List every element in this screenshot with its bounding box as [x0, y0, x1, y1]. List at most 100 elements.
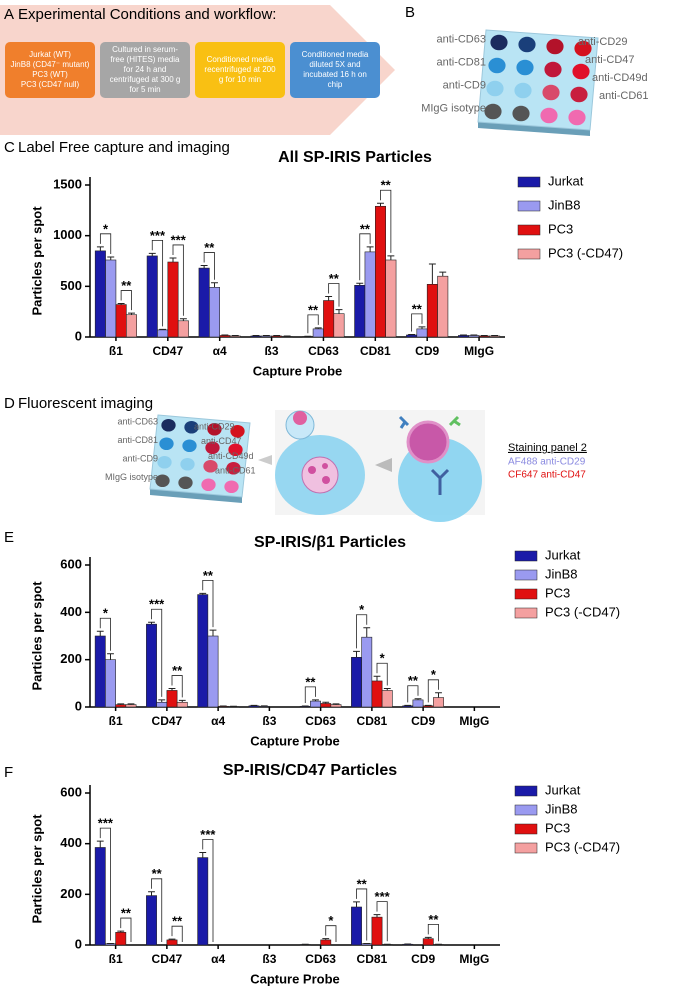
y-axis-label: Particles per spot	[29, 581, 44, 691]
error-bar	[356, 282, 364, 286]
chip-spot	[516, 59, 534, 76]
probe-label: anti-CD81	[117, 435, 158, 445]
significance-bracket	[99, 617, 111, 651]
bar	[402, 705, 414, 708]
significance-bracket	[328, 283, 340, 307]
chip-spot	[205, 441, 220, 455]
legend-swatch	[517, 248, 541, 260]
panel-title: Experimental Conditions and workflow:	[18, 6, 276, 23]
significance-bracket	[376, 662, 388, 686]
x-tick-label: ß1	[109, 344, 123, 358]
y-tick-label: 1000	[53, 227, 82, 242]
y-tick-label: 600	[60, 784, 82, 799]
significance-bracket	[380, 189, 392, 253]
significance-bracket	[172, 244, 184, 316]
x-tick-label: ß3	[262, 952, 276, 966]
chart-title: All SP-IRIS Particles	[278, 149, 432, 166]
staining-label: CF647 anti-CD47	[508, 470, 586, 481]
chip-side	[478, 122, 590, 136]
legend-label: JinB8	[548, 197, 581, 212]
legend-swatch	[514, 588, 538, 600]
bar	[167, 261, 179, 338]
chip-spot	[568, 109, 586, 126]
y-tick-label: 0	[75, 328, 82, 343]
y-tick-label: 0	[75, 936, 82, 951]
significance-bracket	[99, 233, 112, 254]
significance-label: **	[203, 568, 214, 583]
x-tick-label: CD63	[305, 714, 336, 728]
legend-swatch	[514, 607, 538, 619]
error-bar	[211, 282, 218, 288]
significance-bracket	[359, 233, 371, 281]
workflow-text: incubated 16 h on	[303, 70, 367, 79]
error-bar	[199, 592, 207, 595]
significance-label: ***	[375, 889, 391, 904]
significance-label: ***	[200, 827, 216, 842]
bar	[146, 255, 158, 338]
error-bar	[383, 688, 391, 691]
chart-title: SP-IRIS/CD47 Particles	[223, 762, 397, 779]
significance-bracket	[356, 614, 368, 649]
significance-bracket	[411, 313, 423, 332]
probe-label: anti-CD29	[194, 421, 235, 431]
bar	[478, 335, 490, 338]
significance-label: **	[305, 674, 316, 689]
legend-label: PC3	[545, 585, 570, 600]
error-bar	[353, 650, 360, 658]
bar	[105, 659, 116, 708]
bar	[209, 287, 220, 338]
error-bar	[480, 334, 488, 336]
significance-label: **	[357, 876, 368, 891]
bar	[94, 250, 106, 338]
error-bar	[117, 930, 125, 933]
workflow-text: PC3 (WT)	[32, 70, 68, 79]
workflow-text: chip	[328, 80, 343, 89]
error-bar	[363, 627, 371, 638]
error-bar	[128, 312, 135, 315]
x-tick-label: ß1	[109, 714, 123, 728]
significance-label: ***	[149, 597, 165, 612]
error-bar	[366, 246, 374, 252]
chip-spot	[490, 34, 508, 51]
bar	[115, 304, 127, 338]
error-bar	[332, 703, 340, 705]
y-tick-label: 200	[60, 651, 82, 666]
bar	[115, 704, 127, 708]
significance-bracket	[151, 878, 163, 942]
error-bar	[96, 630, 104, 636]
significance-label: **	[121, 906, 132, 921]
significance-label: **	[172, 914, 183, 929]
legend-label: Jurkat	[545, 547, 581, 562]
bar	[416, 328, 428, 338]
error-bar	[199, 852, 207, 858]
probe-label: anti-CD9	[122, 454, 158, 464]
bar	[125, 704, 137, 708]
workflow-box	[195, 42, 285, 98]
panel-label: A	[4, 6, 14, 23]
arrow	[258, 455, 272, 465]
error-bar	[221, 334, 229, 336]
workflow-text: Conditioned media	[207, 55, 274, 64]
error-bar	[169, 257, 177, 263]
significance-label: **	[412, 301, 423, 316]
bar	[385, 259, 397, 338]
x-tick-label: CD81	[360, 344, 391, 358]
error-bar	[373, 914, 381, 918]
significance-label: ***	[98, 816, 114, 831]
bar	[156, 701, 168, 708]
workflow-text: Cultured in serum-	[112, 45, 178, 54]
panel-title: Fluorescent imaging	[18, 395, 153, 412]
chip-spot	[203, 459, 218, 473]
bar	[250, 335, 262, 338]
chip-spot	[486, 80, 504, 97]
bar	[437, 275, 449, 338]
probe-label: MIgG isotype	[421, 102, 486, 114]
bar	[323, 300, 335, 338]
legend-swatch	[517, 176, 541, 188]
chip-spot	[155, 474, 170, 488]
error-bar	[312, 699, 319, 702]
bar	[422, 938, 434, 946]
chip-spot	[161, 418, 176, 432]
bar	[381, 690, 393, 708]
chip-spot	[201, 478, 216, 492]
